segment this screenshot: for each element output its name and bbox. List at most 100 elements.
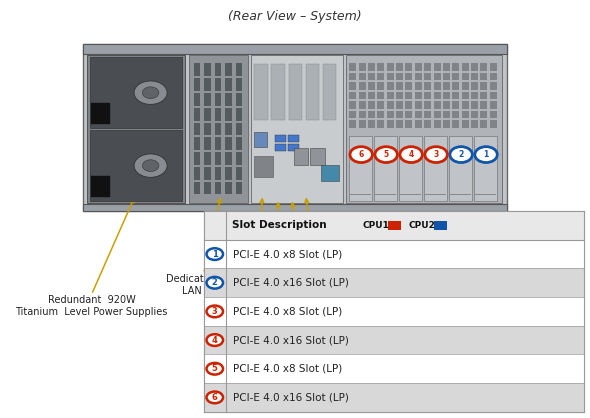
Text: Slot Description: Slot Description (232, 220, 326, 230)
FancyBboxPatch shape (310, 148, 325, 165)
FancyBboxPatch shape (461, 82, 468, 90)
FancyBboxPatch shape (453, 72, 459, 80)
FancyBboxPatch shape (424, 136, 447, 201)
FancyBboxPatch shape (225, 122, 232, 135)
Text: 4: 4 (212, 336, 218, 344)
Text: PCI-E 4.0 x8 Slot (LP): PCI-E 4.0 x8 Slot (LP) (233, 249, 342, 259)
FancyBboxPatch shape (378, 82, 385, 90)
FancyBboxPatch shape (225, 93, 232, 106)
FancyBboxPatch shape (461, 110, 468, 118)
FancyBboxPatch shape (368, 82, 375, 90)
FancyBboxPatch shape (480, 120, 487, 128)
FancyBboxPatch shape (215, 182, 221, 194)
FancyBboxPatch shape (236, 167, 242, 180)
FancyBboxPatch shape (471, 82, 478, 90)
FancyBboxPatch shape (434, 82, 441, 90)
FancyBboxPatch shape (387, 92, 394, 99)
Circle shape (475, 147, 497, 163)
FancyBboxPatch shape (471, 63, 478, 71)
FancyBboxPatch shape (453, 82, 459, 90)
FancyBboxPatch shape (321, 165, 339, 181)
FancyBboxPatch shape (424, 63, 431, 71)
FancyBboxPatch shape (91, 176, 110, 197)
FancyBboxPatch shape (405, 110, 412, 118)
FancyBboxPatch shape (236, 64, 242, 76)
FancyBboxPatch shape (387, 63, 394, 71)
FancyBboxPatch shape (434, 72, 441, 80)
FancyBboxPatch shape (225, 138, 232, 150)
FancyBboxPatch shape (90, 130, 182, 201)
FancyBboxPatch shape (359, 110, 366, 118)
Text: 4: 4 (408, 150, 414, 159)
FancyBboxPatch shape (405, 72, 412, 80)
Text: Redundant  920W
Titanium  Level Power Supplies: Redundant 920W Titanium Level Power Supp… (15, 295, 168, 317)
FancyBboxPatch shape (204, 122, 211, 135)
Text: PCI-E 4.0 x16 Slot (LP): PCI-E 4.0 x16 Slot (LP) (233, 335, 349, 345)
FancyBboxPatch shape (424, 72, 431, 80)
FancyBboxPatch shape (490, 120, 497, 128)
FancyBboxPatch shape (490, 101, 497, 109)
FancyBboxPatch shape (204, 152, 211, 165)
FancyBboxPatch shape (204, 240, 584, 268)
FancyBboxPatch shape (349, 82, 356, 90)
Text: 6: 6 (359, 150, 364, 159)
FancyBboxPatch shape (490, 82, 497, 90)
FancyBboxPatch shape (400, 194, 421, 195)
FancyBboxPatch shape (349, 110, 356, 118)
FancyBboxPatch shape (415, 72, 422, 80)
FancyBboxPatch shape (490, 72, 497, 80)
Text: PCI-E 4.0 x8 Slot (LP): PCI-E 4.0 x8 Slot (LP) (233, 364, 342, 374)
Text: 3: 3 (434, 150, 439, 159)
FancyBboxPatch shape (471, 72, 478, 80)
FancyBboxPatch shape (480, 82, 487, 90)
FancyBboxPatch shape (368, 92, 375, 99)
FancyBboxPatch shape (288, 144, 299, 151)
FancyBboxPatch shape (204, 108, 211, 120)
FancyBboxPatch shape (425, 194, 445, 195)
FancyBboxPatch shape (225, 108, 232, 120)
FancyBboxPatch shape (443, 120, 450, 128)
FancyBboxPatch shape (471, 120, 478, 128)
Text: 4 USB
Ports: 4 USB Ports (260, 297, 289, 319)
FancyBboxPatch shape (254, 64, 268, 120)
FancyBboxPatch shape (225, 182, 232, 194)
Circle shape (400, 147, 422, 163)
FancyBboxPatch shape (288, 135, 299, 142)
FancyBboxPatch shape (215, 152, 221, 165)
FancyBboxPatch shape (399, 136, 422, 201)
Circle shape (206, 334, 223, 346)
FancyBboxPatch shape (415, 92, 422, 99)
FancyBboxPatch shape (87, 55, 185, 203)
Circle shape (375, 147, 398, 163)
FancyBboxPatch shape (424, 110, 431, 118)
FancyBboxPatch shape (448, 136, 472, 201)
FancyBboxPatch shape (194, 182, 200, 194)
FancyBboxPatch shape (83, 44, 507, 54)
FancyBboxPatch shape (225, 152, 232, 165)
FancyBboxPatch shape (204, 138, 211, 150)
FancyBboxPatch shape (271, 64, 285, 120)
Text: CPU1: CPU1 (363, 221, 390, 230)
FancyBboxPatch shape (215, 122, 221, 135)
FancyBboxPatch shape (91, 103, 110, 124)
FancyBboxPatch shape (378, 92, 385, 99)
Text: 2: 2 (212, 278, 218, 287)
FancyBboxPatch shape (490, 92, 497, 99)
FancyBboxPatch shape (424, 82, 431, 90)
Text: PCI-E 4.0 x16 Slot (LP): PCI-E 4.0 x16 Slot (LP) (233, 278, 349, 288)
Text: Dedicated BMC
LAN Port: Dedicated BMC LAN Port (166, 274, 241, 296)
Circle shape (425, 147, 447, 163)
FancyBboxPatch shape (346, 55, 502, 203)
FancyBboxPatch shape (480, 72, 487, 80)
Text: 5: 5 (384, 150, 389, 159)
FancyBboxPatch shape (194, 93, 200, 106)
FancyBboxPatch shape (323, 64, 336, 120)
Text: 2: 2 (458, 150, 464, 159)
FancyBboxPatch shape (359, 120, 366, 128)
FancyBboxPatch shape (373, 136, 397, 201)
FancyBboxPatch shape (443, 101, 450, 109)
FancyBboxPatch shape (461, 120, 468, 128)
FancyBboxPatch shape (359, 92, 366, 99)
FancyBboxPatch shape (453, 110, 459, 118)
Text: 5: 5 (212, 364, 218, 373)
